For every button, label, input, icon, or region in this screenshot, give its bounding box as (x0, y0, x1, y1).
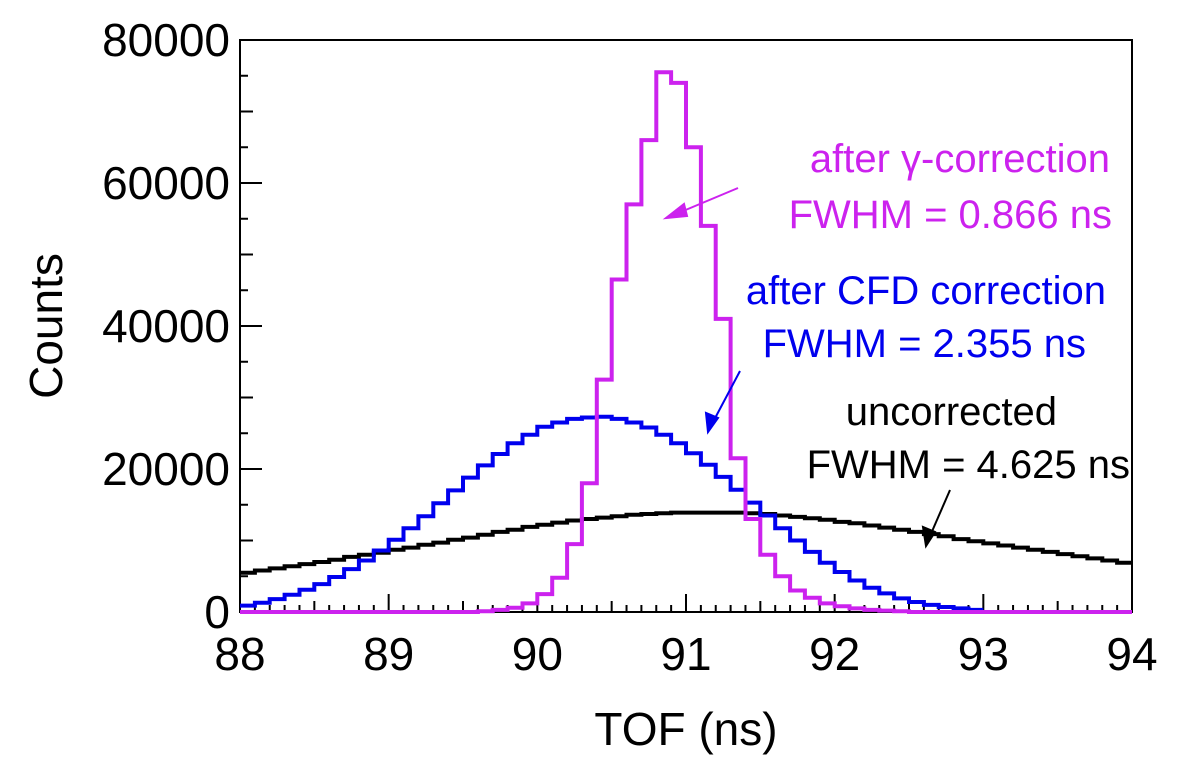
gamma-annotation-line2: FWHM = 0.866 ns (789, 193, 1112, 237)
y-axis-title: Counts (20, 253, 72, 399)
x-axis-title: TOF (ns) (594, 703, 777, 755)
y-tick-labels: 0 20000 40000 60000 80000 (102, 14, 230, 638)
uncorrected-arrow (921, 489, 951, 549)
y-tick-label: 60000 (102, 157, 230, 209)
uncorrected-annotation-line2: FWHM = 4.625 ns (807, 443, 1130, 487)
cfd-arrow (704, 370, 741, 435)
y-tick-label: 0 (204, 586, 230, 638)
gamma-arrow (662, 187, 739, 220)
histogram-series (240, 70, 1132, 614)
y-tick-label: 40000 (102, 300, 230, 352)
x-tick-label: 93 (958, 628, 1009, 680)
series-after-correction (240, 70, 1132, 614)
x-tick-labels: 88 89 90 91 92 93 94 (214, 628, 1157, 680)
x-tick-label: 88 (214, 628, 265, 680)
gamma-annotation-line1: after γ-correction (810, 137, 1110, 181)
series-uncorrected (240, 510, 1132, 575)
x-tick-label: 90 (512, 628, 563, 680)
uncorrected-annotation-line1: uncorrected (846, 390, 1057, 434)
cfd-annotation-line2: FWHM = 2.355 ns (763, 322, 1086, 366)
x-tick-label: 89 (363, 628, 414, 680)
series-after-cfd-correction (240, 414, 984, 612)
x-tick-label: 92 (809, 628, 860, 680)
y-tick-label: 80000 (102, 14, 230, 66)
x-tick-label: 94 (1106, 628, 1157, 680)
cfd-annotation-line1: after CFD correction (746, 269, 1106, 313)
y-tick-label: 20000 (102, 443, 230, 495)
x-tick-label: 91 (660, 628, 711, 680)
